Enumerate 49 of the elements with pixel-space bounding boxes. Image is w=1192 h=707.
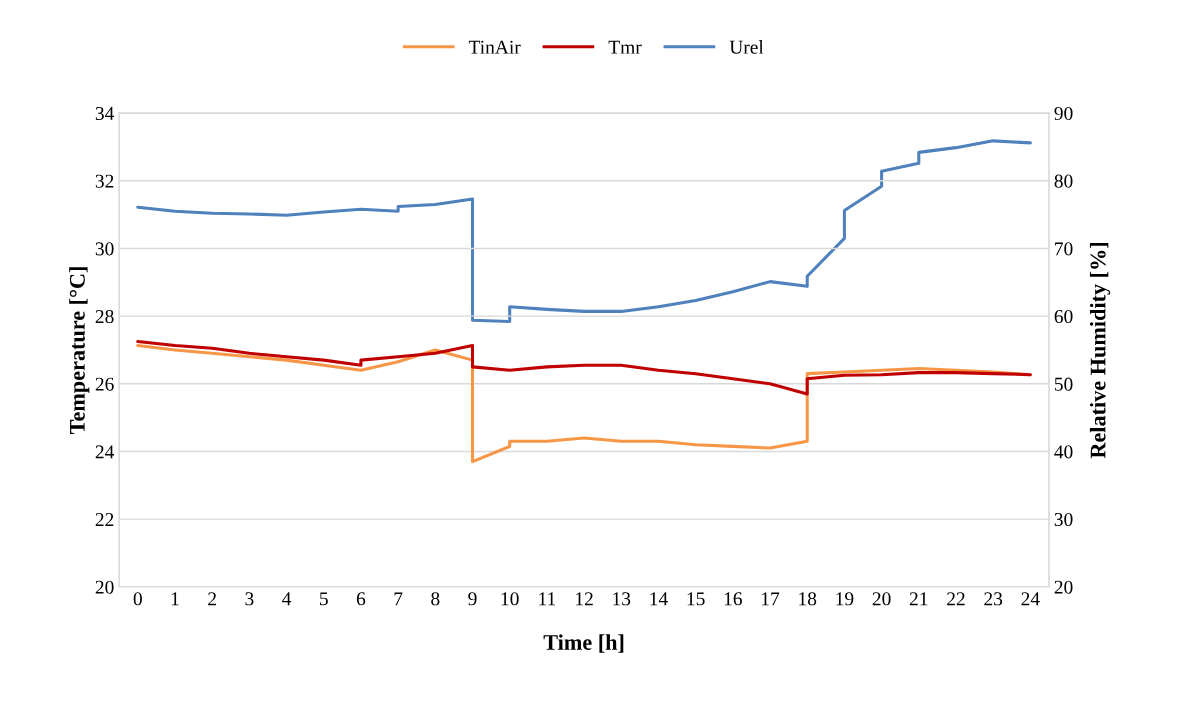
line-series (136, 139, 1032, 324)
y-tick-label: 20 (95, 580, 114, 594)
x-tick-label: 18 (799, 592, 817, 606)
y-tick-label: 26 (95, 377, 114, 391)
y-axis-title: Temperature [°C] (69, 267, 90, 434)
x-tick-label: 14 (650, 592, 668, 606)
x-tick-label: 5 (320, 592, 328, 606)
y2-tick-label: 30 (1054, 512, 1073, 527)
x-tick-label: 8 (431, 592, 440, 606)
y2-tick-label: 70 (1055, 242, 1073, 256)
x-tick-label: 3 (245, 592, 254, 606)
y2-tick-label: 20 (1054, 580, 1073, 594)
x-tick-label: 0 (133, 592, 142, 606)
x-tick-label: 6 (356, 592, 366, 606)
x-tick-label: 20 (872, 592, 891, 606)
legend-label: Tmr (608, 40, 642, 54)
y-tick-label: 30 (95, 242, 114, 256)
line-series (136, 339, 1032, 396)
y2-tick-label: 40 (1054, 445, 1073, 459)
legend-label: TinAir (468, 40, 521, 54)
x-tick-label: 21 (909, 592, 928, 606)
x-tick-label: 7 (394, 592, 403, 606)
x-tick-label: 2 (208, 592, 216, 606)
y-tick-label: 34 (95, 106, 115, 121)
y2-axis-title: Relative Humidity [%] (1089, 242, 1111, 459)
x-tick-label: 13 (613, 592, 631, 606)
x-tick-label: 9 (468, 592, 477, 606)
x-tick-label: 16 (724, 592, 742, 606)
x-tick-label: 17 (762, 592, 780, 606)
y2-tick-label: 90 (1054, 106, 1073, 121)
x-tick-label: 1 (171, 592, 179, 606)
y2-tick-label: 50 (1054, 377, 1073, 391)
y-tick-label: 28 (95, 309, 114, 324)
y-tick-label: 24 (95, 445, 115, 459)
x-tick-label: 4 (282, 592, 292, 606)
x-tick-label: 23 (984, 592, 1003, 606)
x-tick-label: 11 (539, 592, 556, 606)
x-tick-label: 12 (576, 592, 593, 606)
y2-tick-label: 60 (1054, 309, 1073, 324)
x-axis-title: Time [h] (543, 634, 624, 653)
y-tick-label: 22 (95, 513, 114, 526)
x-tick-label: 22 (947, 592, 965, 606)
legend-label: Urel (729, 40, 764, 54)
x-tick-label: 19 (836, 592, 854, 606)
x-tick-label: 24 (1021, 592, 1040, 606)
x-tick-label: 15 (687, 592, 705, 606)
y2-tick-label: 80 (1054, 174, 1073, 188)
x-tick-label: 10 (501, 592, 519, 606)
y-tick-label: 32 (95, 174, 114, 188)
